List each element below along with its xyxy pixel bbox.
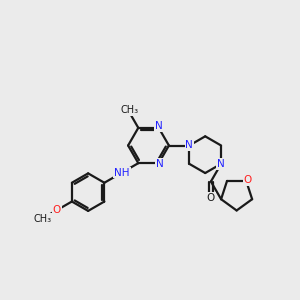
Text: O: O (53, 205, 61, 215)
Text: O: O (244, 175, 252, 185)
Text: N: N (217, 159, 225, 169)
Text: CH₃: CH₃ (33, 214, 51, 224)
Text: N: N (185, 140, 193, 151)
Text: NH: NH (114, 168, 130, 178)
Text: N: N (155, 121, 163, 131)
Text: O: O (207, 193, 215, 203)
Text: N: N (156, 159, 164, 169)
Text: CH₃: CH₃ (121, 105, 139, 116)
